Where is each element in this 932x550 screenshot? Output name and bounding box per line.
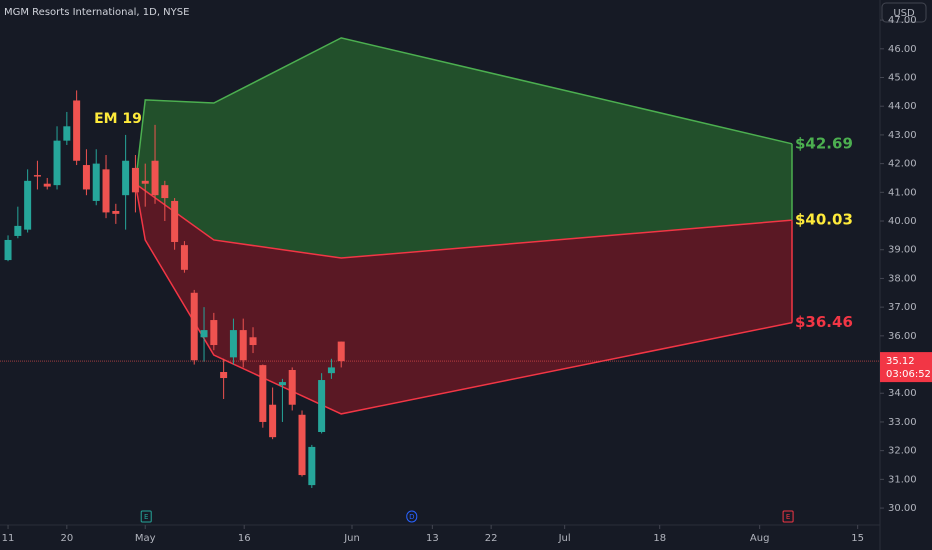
candle-body bbox=[337, 341, 345, 362]
band-value-label: $40.03 bbox=[795, 211, 853, 229]
candle-body bbox=[298, 414, 306, 476]
y-tick-label: 34.00 bbox=[888, 388, 917, 399]
x-tick-label: 18 bbox=[653, 533, 666, 544]
y-tick-label: 33.00 bbox=[888, 417, 917, 428]
y-tick-label: 30.00 bbox=[888, 503, 917, 514]
y-tick-label: 32.00 bbox=[888, 446, 917, 457]
candle-body bbox=[259, 365, 267, 422]
candle-body bbox=[161, 185, 169, 199]
y-tick-label: 40.00 bbox=[888, 216, 917, 227]
candle-body bbox=[92, 163, 100, 201]
candle-body bbox=[210, 320, 218, 346]
y-tick-label: 46.00 bbox=[888, 44, 917, 55]
event-marker bbox=[140, 510, 152, 523]
candle-body bbox=[102, 169, 110, 213]
candle-body bbox=[112, 210, 120, 214]
y-tick-label: 31.00 bbox=[888, 474, 917, 485]
candle-body bbox=[278, 382, 286, 386]
candle-body bbox=[63, 126, 71, 141]
x-tick-label: 22 bbox=[485, 533, 498, 544]
candle-body bbox=[249, 337, 257, 346]
candle-body bbox=[288, 369, 296, 405]
candle-body bbox=[239, 330, 247, 361]
y-tick-label: 42.00 bbox=[888, 159, 917, 170]
candle-body bbox=[122, 160, 130, 196]
candle-body bbox=[327, 367, 335, 374]
x-tick-label: 13 bbox=[426, 533, 439, 544]
countdown-label: 03:06:52 bbox=[886, 369, 931, 380]
event-marker bbox=[406, 510, 418, 523]
x-tick-label: 15 bbox=[851, 533, 864, 544]
x-tick-label: Jun bbox=[343, 533, 360, 544]
candle-body bbox=[141, 180, 149, 184]
y-tick-label: 36.00 bbox=[888, 331, 917, 342]
candle-body bbox=[33, 175, 41, 177]
plot-area bbox=[0, 37, 880, 488]
band-line bbox=[134, 183, 793, 415]
band-value-label: $36.46 bbox=[795, 313, 853, 331]
candle-body bbox=[229, 330, 237, 358]
y-tick-label: 41.00 bbox=[888, 187, 917, 198]
currency-button[interactable] bbox=[881, 2, 927, 23]
y-tick-label: 47.00 bbox=[888, 15, 917, 26]
candle-body bbox=[190, 292, 198, 361]
y-tick-label: 39.00 bbox=[888, 245, 917, 256]
event-marker bbox=[782, 510, 794, 523]
last-price-box bbox=[880, 352, 932, 383]
x-tick-label: 20 bbox=[60, 533, 73, 544]
y-tick-label: 43.00 bbox=[888, 130, 917, 141]
x-tick-label: Aug bbox=[750, 533, 770, 544]
band-fill bbox=[135, 37, 793, 259]
event-label: E bbox=[786, 513, 790, 521]
candle-body bbox=[308, 446, 316, 486]
candle-body bbox=[53, 140, 61, 186]
y-tick-label: 37.00 bbox=[888, 302, 917, 313]
candle-body bbox=[200, 330, 208, 338]
band-fill bbox=[135, 183, 793, 414]
x-tick-label: 11 bbox=[2, 533, 15, 544]
x-tick-label: 16 bbox=[238, 533, 251, 544]
candle-body bbox=[131, 167, 139, 193]
candle-body bbox=[171, 200, 179, 242]
candle-body bbox=[14, 225, 22, 236]
chart-title: MGM Resorts International, 1D, NYSE bbox=[4, 7, 189, 18]
event-label: E bbox=[144, 513, 148, 521]
x-tick-label: Jul bbox=[558, 533, 571, 544]
x-tick-label: May bbox=[135, 533, 156, 544]
annotation: EM 19 bbox=[94, 111, 142, 127]
event-label: D bbox=[409, 513, 414, 521]
y-tick-label: 44.00 bbox=[888, 101, 917, 112]
candle-body bbox=[318, 380, 326, 432]
y-tick-label: 45.00 bbox=[888, 73, 917, 84]
candle-body bbox=[4, 239, 12, 261]
candle-body bbox=[269, 404, 277, 438]
band-line bbox=[134, 37, 793, 184]
candle-body bbox=[73, 100, 81, 161]
last-price-label: 35.12 bbox=[886, 356, 915, 367]
candle-body bbox=[220, 372, 228, 379]
y-tick-label: 38.00 bbox=[888, 273, 917, 284]
candle-body bbox=[180, 245, 188, 270]
candle-body bbox=[151, 160, 159, 196]
candle-body bbox=[24, 180, 32, 230]
currency-label[interactable]: USD bbox=[893, 8, 915, 19]
candle-body bbox=[82, 165, 90, 190]
candle-body bbox=[43, 183, 51, 187]
band-value-label: $42.69 bbox=[795, 134, 853, 152]
